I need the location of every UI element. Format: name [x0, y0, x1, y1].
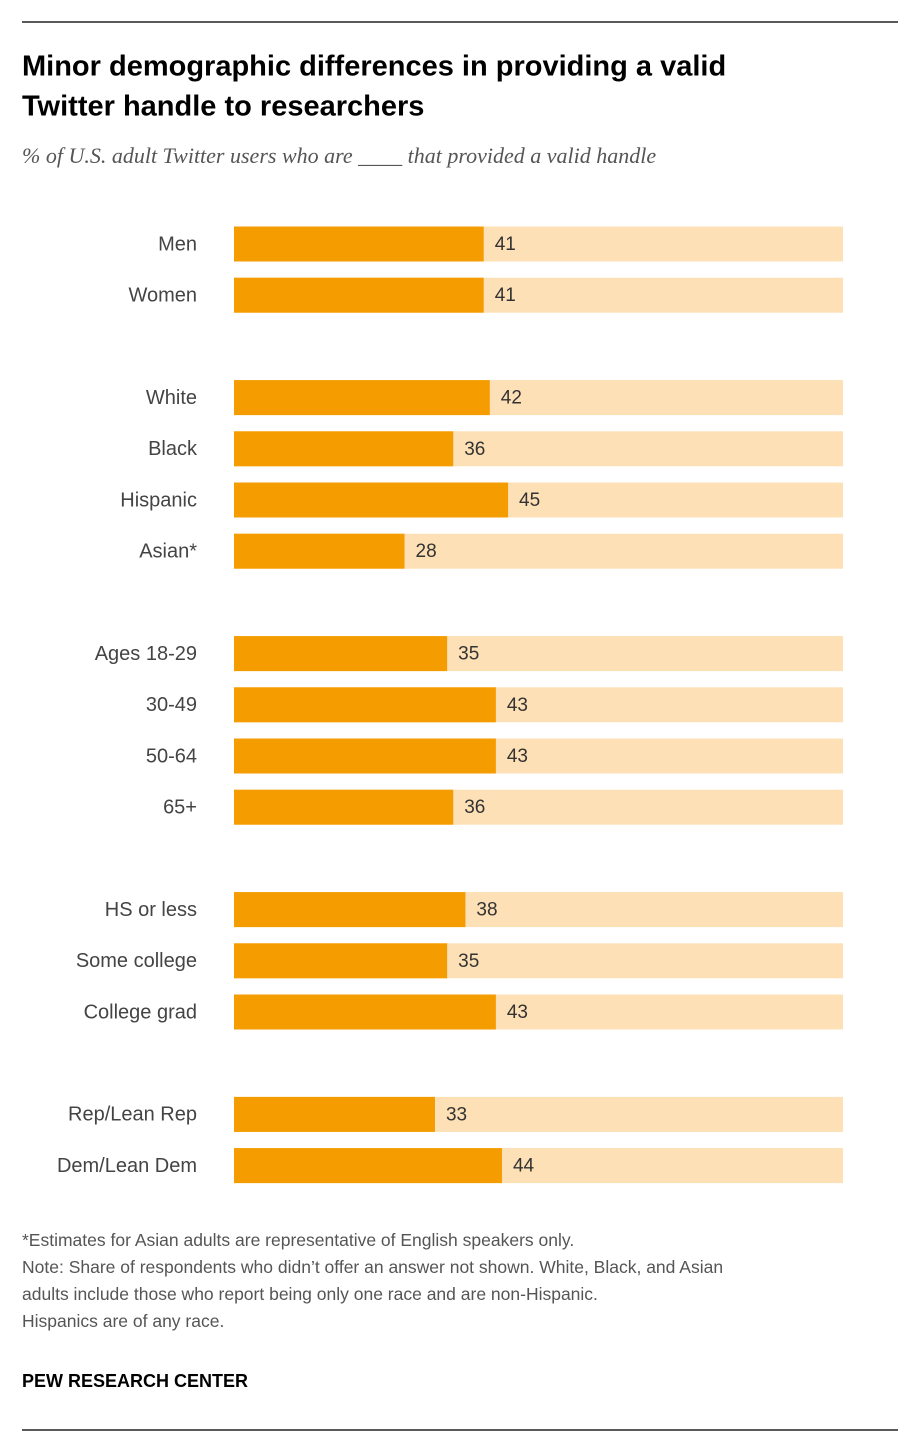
- category-label: Women: [128, 284, 197, 306]
- category-label: White: [146, 387, 197, 409]
- note: Hispanics are of any race.: [22, 1311, 224, 1331]
- bar: [234, 533, 405, 569]
- chart-title: Twitter handle to researchers: [22, 91, 424, 123]
- bar: [234, 892, 466, 928]
- value-label: 36: [464, 439, 485, 460]
- value-label: 43: [507, 746, 528, 767]
- category-label: HS or less: [105, 899, 197, 921]
- category-label: Dem/Lean Dem: [57, 1155, 197, 1177]
- category-label: 30-49: [146, 694, 197, 716]
- bar: [234, 943, 448, 979]
- category-label: Asian*: [139, 540, 197, 562]
- category-label: Hispanic: [120, 489, 197, 511]
- value-label: 41: [495, 234, 516, 255]
- bar: [234, 789, 454, 825]
- category-label: Some college: [76, 950, 197, 972]
- value-label: 42: [501, 388, 522, 409]
- note: *Estimates for Asian adults are represen…: [22, 1230, 574, 1250]
- bar: [234, 738, 496, 774]
- bar: [234, 994, 496, 1030]
- bar: [234, 1096, 435, 1132]
- value-label: 43: [507, 695, 528, 716]
- value-label: 44: [513, 1156, 535, 1177]
- bar: [234, 636, 448, 672]
- bar: [234, 380, 490, 416]
- bar: [234, 431, 454, 467]
- value-label: 35: [458, 951, 479, 972]
- value-label: 28: [416, 541, 437, 562]
- category-label: Men: [158, 233, 197, 255]
- value-label: 41: [495, 285, 516, 306]
- bar: [234, 687, 496, 723]
- bar: [234, 277, 484, 313]
- category-label: Black: [148, 438, 198, 460]
- category-label: Ages 18-29: [95, 643, 197, 665]
- source: PEW RESEARCH CENTER: [22, 1371, 248, 1391]
- chart-title: Minor demographic differences in providi…: [22, 51, 726, 83]
- note: adults include those who report being on…: [22, 1284, 598, 1304]
- value-label: 45: [519, 490, 540, 511]
- bar: [234, 1148, 502, 1184]
- value-label: 36: [464, 797, 485, 818]
- value-label: 33: [446, 1104, 467, 1125]
- note: Note: Share of respondents who didn’t of…: [22, 1257, 723, 1277]
- value-label: 43: [507, 1002, 528, 1023]
- category-label: 50-64: [146, 745, 197, 767]
- value-label: 35: [458, 644, 479, 665]
- category-label: Rep/Lean Rep: [68, 1104, 197, 1126]
- chart-subtitle: % of U.S. adult Twitter users who are __…: [22, 143, 656, 168]
- category-label: College grad: [84, 1001, 197, 1023]
- category-label: 65+: [163, 796, 197, 818]
- bar: [234, 226, 484, 262]
- bar: [234, 482, 509, 518]
- value-label: 38: [476, 900, 497, 921]
